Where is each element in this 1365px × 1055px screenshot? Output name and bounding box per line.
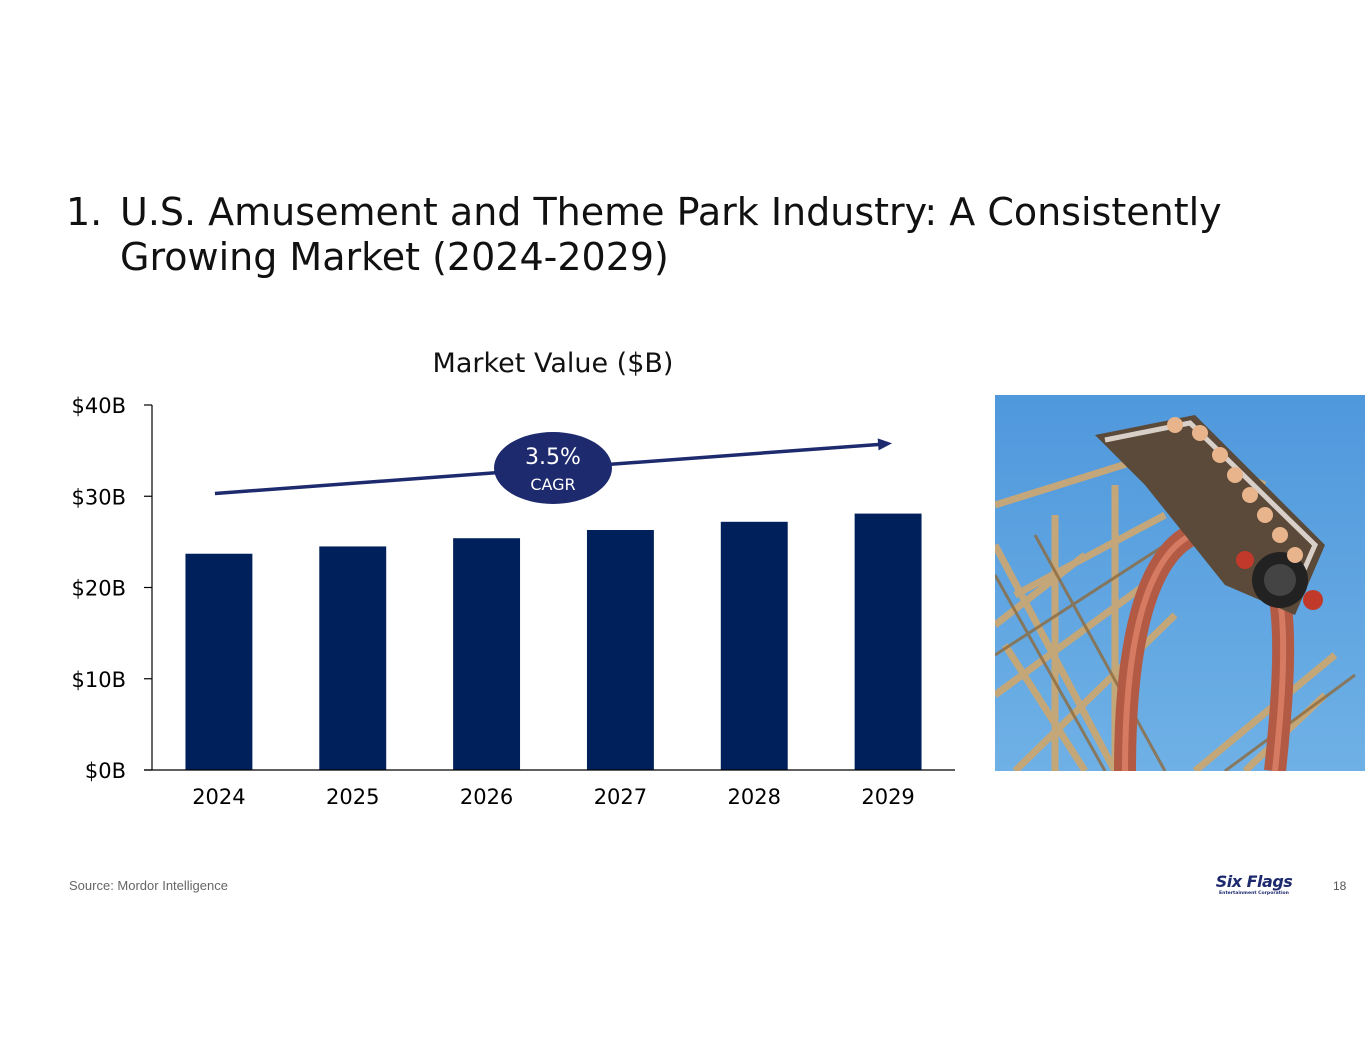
y-axis: $0B $10B $20B $30B $40B [72, 394, 153, 783]
source-note: Source: Mordor Intelligence [69, 878, 228, 893]
y-tick-label: $30B [72, 485, 127, 509]
logo-sub-text: Entertainment Corporation [1219, 891, 1289, 896]
logo-main-text: Six Flags [1215, 872, 1293, 891]
bar-2029 [854, 513, 922, 770]
bar-2026 [453, 538, 521, 770]
y-tick-label: $10B [72, 668, 127, 692]
y-tick-label: $20B [72, 577, 127, 601]
bar-2025 [319, 546, 387, 770]
title-text: U.S. Amusement and Theme Park Industry: … [120, 190, 1222, 279]
y-tick-label: $0B [85, 759, 126, 783]
chart-title: Market Value ($B) [433, 348, 674, 379]
x-tick-label: 2025 [326, 785, 379, 809]
x-tick-label: 2027 [594, 785, 647, 809]
x-tick-label: 2024 [192, 785, 245, 809]
cagr-annotation: 3.5% CAGR [214, 432, 893, 504]
x-axis: 2024 2025 2026 2027 2028 2029 [144, 769, 955, 809]
x-tick-label: 2029 [861, 785, 914, 809]
slide-title: 1. U.S. Amusement and Theme Park Industr… [66, 190, 1246, 280]
chart-svg: Market Value ($B) $0B $10B $20B $30B $40B 20… [72, 348, 955, 809]
bar-2024 [185, 553, 253, 770]
bar-2027 [586, 530, 654, 770]
roller-coaster-image [995, 395, 1365, 771]
x-tick-label: 2028 [728, 785, 781, 809]
cagr-label: CAGR [530, 475, 575, 494]
y-tick-label: $40B [72, 394, 127, 418]
roller-coaster-photo [995, 395, 1365, 771]
bar-2028 [720, 521, 788, 770]
page-number: 18 [1333, 879, 1347, 893]
cagr-arrow-head [877, 438, 893, 451]
title-number: 1. [66, 190, 103, 234]
cagr-bubble [494, 432, 612, 504]
cagr-value: 3.5% [525, 445, 581, 470]
six-flags-logo: Six Flags Entertainment Corporation [1208, 873, 1300, 901]
bar-chart: Market Value ($B) $0B $10B $20B $30B $40B 20… [0, 330, 990, 830]
bars-group [185, 513, 922, 770]
x-tick-label: 2026 [460, 785, 513, 809]
